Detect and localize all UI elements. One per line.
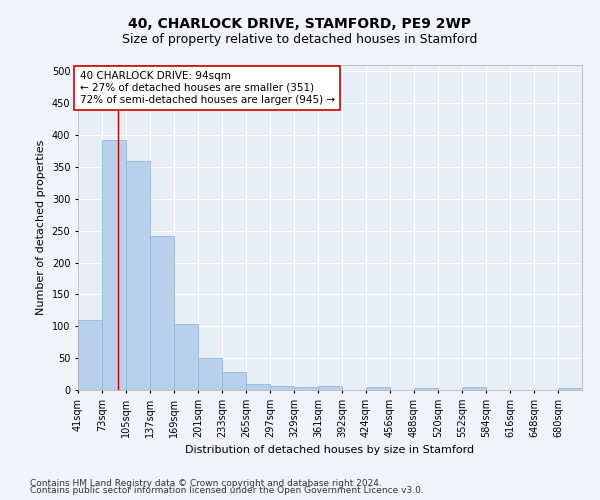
Bar — [414, 388, 438, 390]
Bar — [294, 387, 318, 390]
Bar — [222, 372, 246, 390]
Bar — [318, 386, 342, 390]
Bar — [174, 324, 198, 390]
Bar — [78, 320, 102, 390]
Bar — [198, 358, 222, 390]
Bar — [270, 386, 294, 390]
Text: Size of property relative to detached houses in Stamford: Size of property relative to detached ho… — [122, 32, 478, 46]
Bar — [366, 387, 390, 390]
Text: Contains public sector information licensed under the Open Government Licence v3: Contains public sector information licen… — [30, 486, 424, 495]
Text: Contains HM Land Registry data © Crown copyright and database right 2024.: Contains HM Land Registry data © Crown c… — [30, 478, 382, 488]
Bar — [102, 140, 126, 390]
X-axis label: Distribution of detached houses by size in Stamford: Distribution of detached houses by size … — [185, 446, 475, 456]
Text: 40 CHARLOCK DRIVE: 94sqm
← 27% of detached houses are smaller (351)
72% of semi-: 40 CHARLOCK DRIVE: 94sqm ← 27% of detach… — [79, 72, 335, 104]
Bar — [558, 388, 582, 390]
Bar — [150, 236, 174, 390]
Y-axis label: Number of detached properties: Number of detached properties — [36, 140, 46, 315]
Text: 40, CHARLOCK DRIVE, STAMFORD, PE9 2WP: 40, CHARLOCK DRIVE, STAMFORD, PE9 2WP — [128, 18, 472, 32]
Bar — [462, 388, 486, 390]
Bar — [246, 384, 270, 390]
Bar — [126, 160, 150, 390]
